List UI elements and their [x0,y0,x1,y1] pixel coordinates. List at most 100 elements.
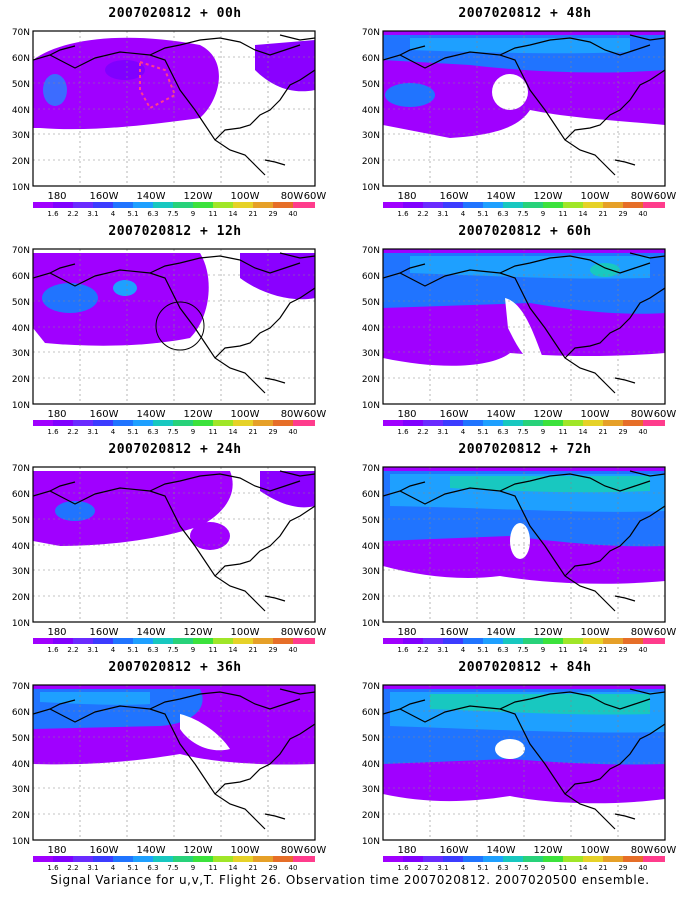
svg-text:2.2: 2.2 [67,864,78,872]
panel-title: 2007020812 + 36h [108,660,242,675]
svg-text:29: 29 [269,210,278,218]
lon-label: 120W [184,845,213,856]
lon-label: 160W [440,409,469,420]
svg-text:4: 4 [111,428,116,436]
svg-text:2.2: 2.2 [417,646,428,654]
map-panel: 2007020812 + 72h 70N 60N 50N [350,436,700,654]
coastline [383,252,665,394]
svg-text:14: 14 [579,864,588,872]
svg-text:21: 21 [249,428,258,436]
lat-label: 60N [12,272,30,282]
colorbar: 1.6 2.2 3.1 4 5.1 6.3 7.5 9 11 14 21 29 40 [33,202,315,218]
svg-text:7.5: 7.5 [517,428,528,436]
lat-label: 70N [12,28,30,38]
coastline [33,252,315,394]
lat-label: 40N [12,542,30,552]
variance-field [33,471,233,546]
lat-label: 30N [362,131,380,141]
svg-text:6.3: 6.3 [147,646,158,654]
lat-label: 20N [362,375,380,385]
svg-text:7.5: 7.5 [167,864,178,872]
variance-field [240,253,315,300]
lat-label: 10N [362,401,380,411]
svg-text:21: 21 [599,428,608,436]
svg-text:5.1: 5.1 [127,428,138,436]
lon-label: 180 [47,627,66,638]
svg-text:11: 11 [559,210,568,218]
panel-title: 2007020812 + 84h [458,660,592,675]
lat-label: 50N [12,734,30,744]
lat-label: 10N [12,837,30,847]
panel-title: 2007020812 + 60h [458,224,592,239]
lat-label: 70N [12,682,30,692]
svg-text:11: 11 [559,864,568,872]
svg-text:6.3: 6.3 [497,210,508,218]
lon-label: 80W [281,627,304,638]
svg-text:29: 29 [269,864,278,872]
map-panel: 2007020812 + 60h 70N 60N 50N [350,218,700,436]
svg-text:2.2: 2.2 [67,646,78,654]
svg-text:6.3: 6.3 [497,428,508,436]
svg-text:11: 11 [209,428,218,436]
svg-text:11: 11 [209,864,218,872]
lat-label: 60N [362,54,380,64]
lon-label: 80W [631,845,654,856]
variance-field [113,280,137,296]
lat-label: 70N [362,246,380,256]
svg-text:21: 21 [599,864,608,872]
lon-label: 180 [397,845,416,856]
lat-label: 20N [12,157,30,167]
flight-track [139,61,177,110]
svg-text:3.1: 3.1 [87,210,98,218]
svg-text:1.6: 1.6 [397,210,409,218]
lat-label: 50N [362,80,380,90]
svg-text:40: 40 [639,864,648,872]
lon-label: 140W [487,845,516,856]
map-panel: 2007020812 + 24h 70N 60N 50N 4 [0,436,350,654]
lat-label: 40N [12,760,30,770]
svg-text:29: 29 [619,864,628,872]
map-plot: 70N 60N 50N 40N 30N 20N 10N 180 160W 140… [12,464,327,654]
map-panel: 2007020812 + 12h 70N 60N 50N [0,218,350,436]
svg-text:7.5: 7.5 [517,210,528,218]
lon-label: 160W [90,409,119,420]
svg-text:21: 21 [249,864,258,872]
variance-field [385,83,435,107]
svg-text:14: 14 [579,428,588,436]
lon-label: 100W [231,191,260,202]
svg-text:6.3: 6.3 [147,210,158,218]
svg-text:7.5: 7.5 [167,646,178,654]
lon-label: 160W [90,845,119,856]
svg-text:1.6: 1.6 [397,646,409,654]
lon-label: 140W [487,409,516,420]
svg-text:4: 4 [461,646,466,654]
lat-label: 20N [362,593,380,603]
map-plot: 70N 60N 50N 40N 30N 20N 10N 180 160W 140… [362,28,677,218]
map-plot: 70N 60N 50N 40N 30N 20N 10N 180 160W 140… [362,682,677,872]
lat-label: 70N [12,464,30,474]
lat-label: 10N [12,619,30,629]
lon-label: 80W [631,409,654,420]
lon-label: 120W [184,409,213,420]
lon-label: 80W [631,627,654,638]
svg-text:9: 9 [191,646,195,654]
svg-text:29: 29 [269,428,278,436]
variance-field [510,523,530,559]
svg-text:40: 40 [289,646,298,654]
lon-label: 60W [304,409,327,420]
lat-label: 30N [12,131,30,141]
lat-label: 10N [12,183,30,193]
map-plot: 70N 60N 50N 40N 30N 20N 10N 180 160W 140… [362,246,677,436]
svg-text:40: 40 [289,428,298,436]
lon-label: 120W [534,409,563,420]
svg-text:14: 14 [229,428,238,436]
svg-text:11: 11 [209,646,218,654]
map-plot: 70N 60N 50N 40N 30N 20N 10N 180 160W 140… [362,464,677,654]
lon-label: 100W [581,409,610,420]
svg-text:9: 9 [541,864,545,872]
svg-text:9: 9 [191,428,195,436]
svg-text:21: 21 [599,646,608,654]
panel-title: 2007020812 + 72h [458,442,592,457]
lat-label: 60N [12,708,30,718]
lon-label: 120W [184,191,213,202]
